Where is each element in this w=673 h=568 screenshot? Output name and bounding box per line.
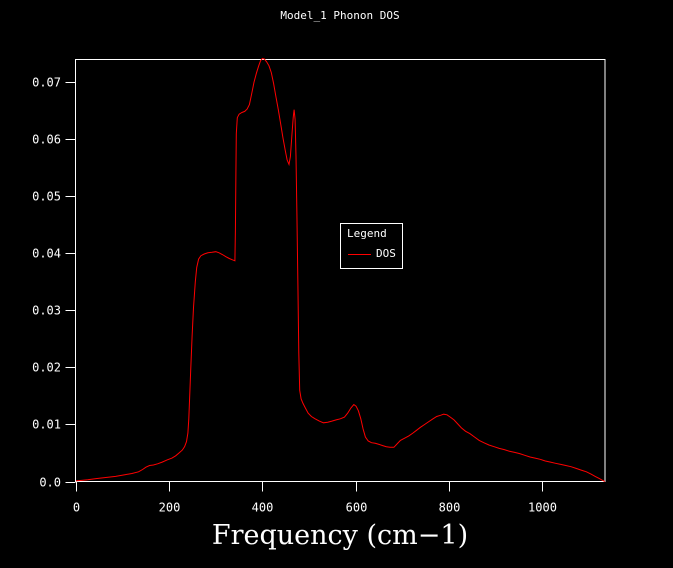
plot-frame (75, 59, 606, 482)
x-tick-label: 400 (252, 501, 274, 515)
y-tick-label: 0.02 (32, 361, 61, 375)
legend-entry-dos: DOS (348, 248, 402, 260)
y-tick-label: 0.05 (32, 190, 61, 204)
x-axis-label: Frequency (cm−1) (211, 520, 469, 551)
y-tick-label: 0.04 (32, 247, 61, 261)
legend-line-sample-icon (348, 253, 371, 255)
x-tick-label: 800 (439, 501, 461, 515)
x-tick-label: 200 (159, 501, 181, 515)
series-dos-line (75, 57, 606, 482)
legend-title: Legend (347, 227, 387, 240)
y-tick-label: 0.07 (32, 76, 61, 90)
chart-title: Model_1 Phonon DOS (280, 9, 400, 22)
y-tick-label: 0.06 (32, 133, 61, 147)
x-tick-label: 600 (346, 501, 368, 515)
y-tick-label: 0.0 (39, 476, 61, 490)
y-tick-label: 0.03 (32, 304, 61, 318)
legend-entry-label: DOS (376, 247, 396, 260)
y-tick-label: 0.01 (32, 418, 61, 432)
x-tick-label: 1000 (528, 501, 557, 515)
x-tick-label: 0 (73, 501, 80, 515)
legend-box: Legend DOS (340, 223, 403, 269)
